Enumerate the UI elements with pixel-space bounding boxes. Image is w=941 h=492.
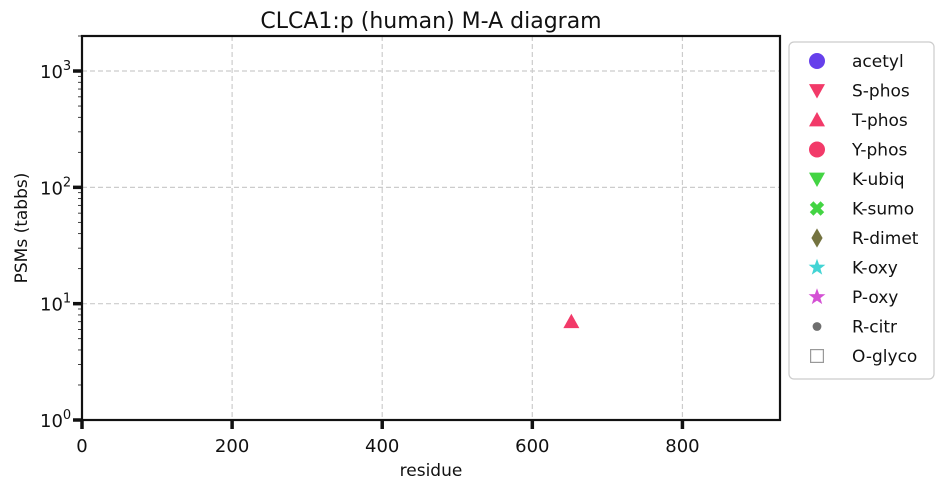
legend-label: R-dimet [852,229,919,249]
legend-marker [808,258,826,275]
x-tick-label: 800 [665,436,699,457]
y-axis-label: PSMs (tabbs) [12,173,32,284]
grid-lines [82,36,780,420]
legend-marker [809,201,825,216]
legend-marker [811,228,823,248]
legend-box [788,41,935,380]
y-axis: 100 101 102 103 [40,35,82,432]
legend-marker [809,53,825,69]
x-tick-label: 400 [365,436,399,457]
legend-label: P-oxy [852,288,898,308]
legend-label: R-citr [852,318,897,338]
legend-marker [809,172,825,187]
legend-label: T-phos [851,111,908,131]
x-axis: 0 200 400 600 800 [76,420,700,457]
x-tick-label: 0 [76,436,87,457]
legend: acetyl S-phos T-phos Y-phos K-ubiq K-sumo R-di… [788,41,935,380]
y-tick-label: 100 [40,408,71,432]
legend-marker [809,84,825,99]
legend-marker [809,112,825,127]
legend-label: Y-phos [851,141,907,161]
chart-title: CLCA1:p (human) M-A diagram [260,9,601,34]
legend-marker [812,322,822,331]
legend-label: S-phos [852,82,910,102]
legend-label: K-ubiq [852,170,905,190]
legend-label: acetyl [852,52,904,72]
data-points [563,313,580,329]
x-tick-label: 600 [515,436,549,457]
plot-frame [80,34,782,422]
axes-box [80,34,782,422]
y-tick-label: 101 [40,292,71,316]
y-tick-label: 102 [40,175,71,199]
legend-label: K-sumo [852,200,914,220]
x-tick-label: 200 [215,436,249,457]
x-axis-label: residue [400,461,463,481]
legend-marker [809,349,824,364]
legend-marker [808,288,826,305]
legend-label: O-glyco [852,347,917,367]
legend-marker [809,141,825,158]
data-point [563,313,580,329]
legend-label: K-oxy [852,259,898,279]
y-tick-label: 103 [40,59,71,83]
